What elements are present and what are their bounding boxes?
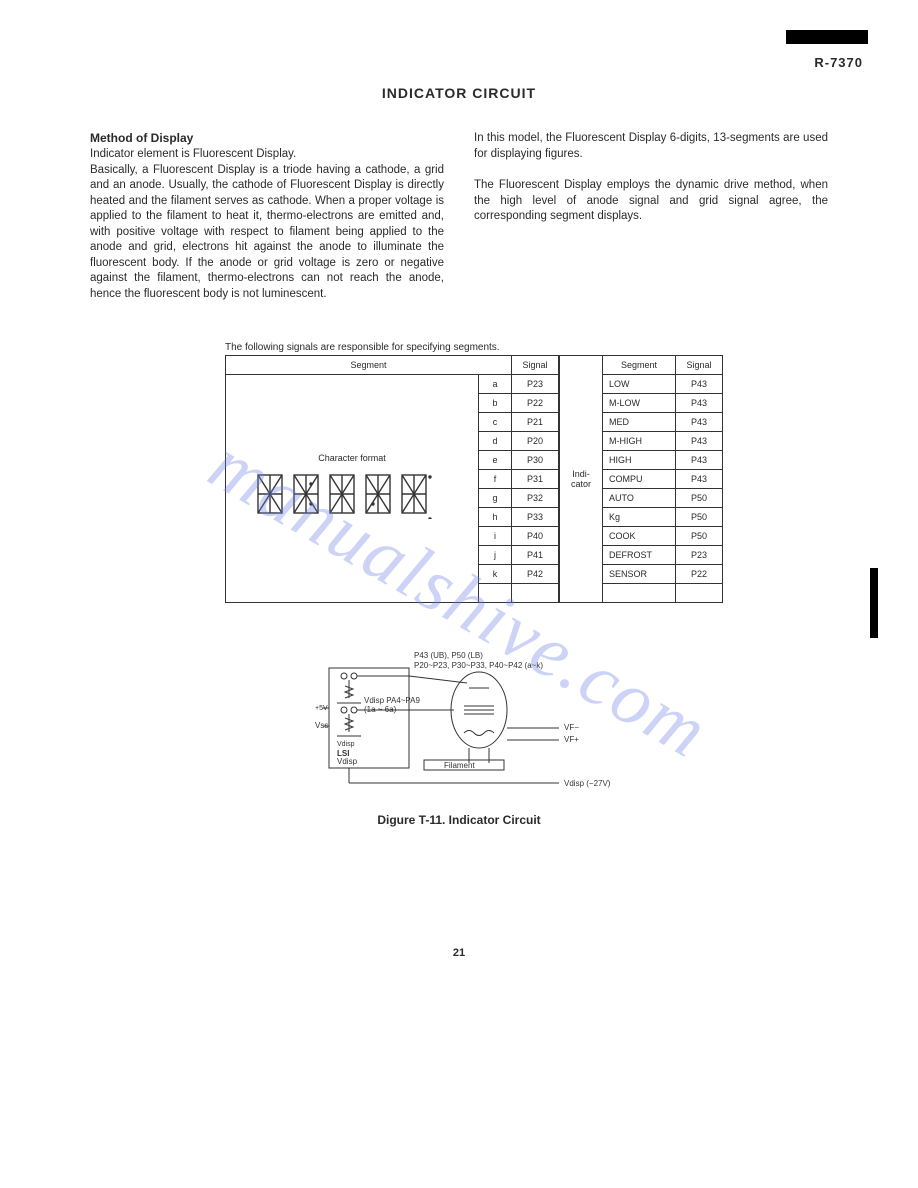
seg-d: d — [479, 432, 512, 451]
seg-a: a — [479, 375, 512, 394]
seg-b: b — [479, 394, 512, 413]
segment-table: Segment Signal Character format — [225, 355, 828, 603]
page: R-7370 INDICATOR CIRCUIT Method of Displ… — [0, 0, 918, 1188]
indicator-circuit-diagram: P43 (UB), P50 (LB) P20~P23, P30~P33, P40… — [259, 648, 659, 798]
seg-high: HIGH — [603, 451, 676, 470]
sig-defrost: P23 — [676, 546, 723, 565]
sig-b: P22 — [512, 394, 559, 413]
label-vdisp-27v: Vdisp (−27V) — [564, 779, 611, 788]
seg-empty-l — [479, 584, 512, 603]
seg-compu: COMPU — [603, 470, 676, 489]
seg-cook: COOK — [603, 527, 676, 546]
sig-low: P43 — [676, 375, 723, 394]
label-vdisp-pa: Vdisp PA4~PA9 — [364, 696, 421, 705]
sig-mlow: P43 — [676, 394, 723, 413]
seg-e: e — [479, 451, 512, 470]
left-column: Method of Display Indicator element is F… — [90, 131, 444, 302]
label-p20-p42: P20~P23, P30~P33, P40~P42 (a~k) — [414, 661, 543, 670]
sig-mhigh: P43 — [676, 432, 723, 451]
th-signal-left: Signal — [512, 356, 559, 375]
sig-d: P20 — [512, 432, 559, 451]
sig-auto: P50 — [676, 489, 723, 508]
seg-sensor: SENSOR — [603, 565, 676, 584]
th-segment-right: Segment — [603, 356, 676, 375]
label-vf-plus: VF+ — [564, 735, 579, 744]
sig-k: P42 — [512, 565, 559, 584]
character-format-cell: Character format — [226, 375, 479, 603]
svg-text:Vdisp: Vdisp — [337, 741, 355, 748]
model-number: R-7370 — [814, 55, 863, 70]
left-p2: Basically, a Fluorescent Display is a tr… — [90, 163, 444, 303]
seg-h: h — [479, 508, 512, 527]
sig-e: P30 — [512, 451, 559, 470]
sig-kg: P50 — [676, 508, 723, 527]
indicator-label-cell: Indi- cator — [560, 356, 603, 603]
sig-empty-r — [676, 584, 723, 603]
seg-low: LOW — [603, 375, 676, 394]
two-columns: Method of Display Indicator element is F… — [90, 131, 828, 302]
seg-defrost: DEFROST — [603, 546, 676, 565]
segment-table-right: Indi- cator Segment Signal LOWP43 M-LOWP… — [559, 355, 723, 603]
seg-f: f — [479, 470, 512, 489]
label-vdisp2: Vdisp — [337, 757, 358, 766]
left-p1: Indicator element is Fluorescent Display… — [90, 147, 444, 163]
sig-j: P41 — [512, 546, 559, 565]
seg-med: MED — [603, 413, 676, 432]
segment-table-left: Segment Signal Character format — [225, 355, 559, 603]
seg-mhigh: M-HIGH — [603, 432, 676, 451]
sig-high: P43 — [676, 451, 723, 470]
seg-mlow: M-LOW — [603, 394, 676, 413]
th-signal-right: Signal — [676, 356, 723, 375]
seg-c: c — [479, 413, 512, 432]
sig-med: P43 — [676, 413, 723, 432]
sig-i: P40 — [512, 527, 559, 546]
header-black-bar — [786, 30, 868, 44]
side-black-mark — [870, 568, 878, 638]
sig-f: P31 — [512, 470, 559, 489]
segment-display-icon — [252, 469, 452, 519]
figure-circuit: P43 (UB), P50 (LB) P20~P23, P30~P33, P40… — [259, 648, 659, 827]
sig-h: P33 — [512, 508, 559, 527]
sig-empty-l — [512, 584, 559, 603]
right-p1: In this model, the Fluorescent Display 6… — [474, 131, 828, 162]
figure-caption: Digure T-11. Indicator Circuit — [259, 813, 659, 827]
sig-g: P32 — [512, 489, 559, 508]
label-filament: Filament — [444, 761, 475, 770]
seg-j: j — [479, 546, 512, 565]
seg-g: g — [479, 489, 512, 508]
label-vf-minus: VF− — [564, 723, 579, 732]
page-title: INDICATOR CIRCUIT — [90, 85, 828, 101]
method-heading: Method of Display — [90, 131, 444, 145]
right-column: In this model, the Fluorescent Display 6… — [474, 131, 828, 302]
right-p2: The Fluorescent Display employs the dyna… — [474, 178, 828, 225]
sig-sensor: P22 — [676, 565, 723, 584]
sig-cook: P50 — [676, 527, 723, 546]
label-p43-p50: P43 (UB), P50 (LB) — [414, 651, 483, 660]
table-caption: The following signals are responsible fo… — [225, 342, 828, 353]
seg-empty-r — [603, 584, 676, 603]
seg-auto: AUTO — [603, 489, 676, 508]
sig-c: P21 — [512, 413, 559, 432]
page-number: 21 — [90, 947, 828, 959]
sig-a: P23 — [512, 375, 559, 394]
seg-i: i — [479, 527, 512, 546]
th-segment-left: Segment — [226, 356, 512, 375]
character-format-label: Character format — [318, 453, 386, 463]
sig-compu: P43 — [676, 470, 723, 489]
seg-k: k — [479, 565, 512, 584]
seg-kg: Kg — [603, 508, 676, 527]
